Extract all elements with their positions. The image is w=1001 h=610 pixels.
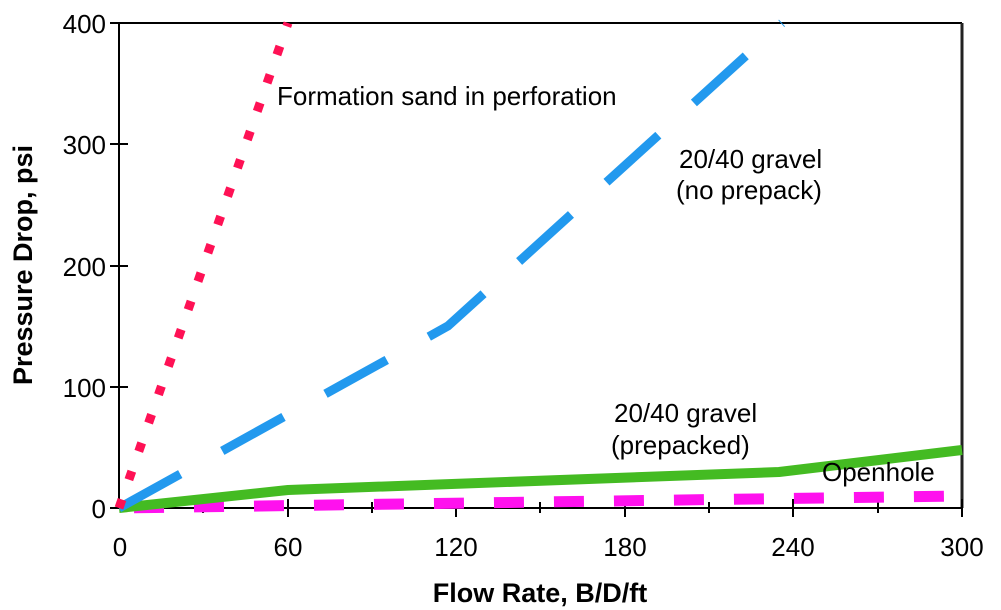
y-tick-400: 400 [63, 9, 106, 39]
x-tick-240: 240 [771, 532, 814, 562]
x-tick-60: 60 [274, 532, 303, 562]
x-tick-labels: 0 60 120 180 240 300 [113, 532, 984, 562]
annotation-formation-sand: Formation sand in perforation [277, 81, 617, 111]
x-axis-title: Flow Rate, B/D/ft [433, 578, 648, 608]
annotation-prepacked-line1: 20/40 gravel [614, 398, 757, 428]
y-tick-100: 100 [63, 373, 106, 403]
series-formation-sand [114, 21, 293, 510]
annotation-no-prepack-line1: 20/40 gravel [679, 144, 822, 174]
y-tick-300: 300 [63, 130, 106, 160]
y-axis-ticks [110, 22, 128, 509]
x-tick-300: 300 [940, 532, 983, 562]
x-tick-120: 120 [434, 532, 477, 562]
x-tick-0: 0 [113, 532, 127, 562]
annotation-prepacked-line2: (prepacked) [611, 430, 750, 460]
series-gravel-no-prepack [116, 19, 786, 512]
annotation-no-prepack-line2: (no prepack) [676, 175, 822, 205]
series-openhole [118, 490, 963, 514]
y-tick-labels: 400 300 200 100 0 [63, 9, 106, 524]
y-tick-200: 200 [63, 252, 106, 282]
x-tick-180: 180 [603, 532, 646, 562]
annotation-openhole: Openhole [822, 457, 935, 487]
y-tick-0: 0 [92, 494, 106, 524]
y-axis-title: Pressure Drop, psi [8, 145, 38, 385]
series-gravel-prepacked [118, 445, 963, 513]
